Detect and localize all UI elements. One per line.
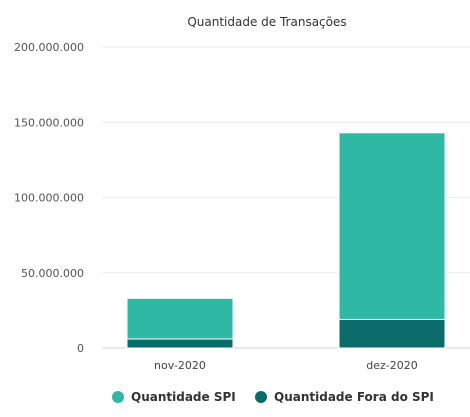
y-tick-label: 100.000.000 [14, 192, 84, 205]
bar-segment-spi-dez-2020[interactable] [338, 132, 446, 320]
bar-segment-spi-nov-2020[interactable] [126, 297, 234, 340]
bar-segment-fora-do-spi-nov-2020[interactable] [126, 338, 234, 349]
y-tick-label: 0 [77, 342, 84, 355]
y-tick-label: 150.000.000 [14, 116, 84, 129]
legend-label: Quantidade SPI [131, 390, 236, 404]
legend-marker [112, 391, 124, 403]
x-category-label: dez-2020 [366, 359, 418, 372]
legend-item-fora-do-spi[interactable]: Quantidade Fora do SPI [255, 390, 434, 404]
bar-segment-fora-do-spi-dez-2020[interactable] [338, 318, 446, 349]
legend-item-spi[interactable]: Quantidade SPI [112, 390, 236, 404]
y-tick-label: 200.000.000 [14, 41, 84, 54]
y-axis: 0 50.000.000 100.000.000 150.000.000 200.000… [14, 41, 84, 355]
bar-layer [126, 132, 446, 349]
chart-title: Quantidade de Transações [187, 15, 346, 29]
y-tick-label: 50.000.000 [21, 267, 84, 280]
x-axis: nov-2020 dez-2020 [154, 359, 418, 372]
legend[interactable]: Quantidade SPI Quantidade Fora do SPI [112, 390, 434, 404]
legend-label: Quantidade Fora do SPI [274, 390, 434, 404]
x-category-label: nov-2020 [154, 359, 206, 372]
legend-marker [255, 391, 267, 403]
